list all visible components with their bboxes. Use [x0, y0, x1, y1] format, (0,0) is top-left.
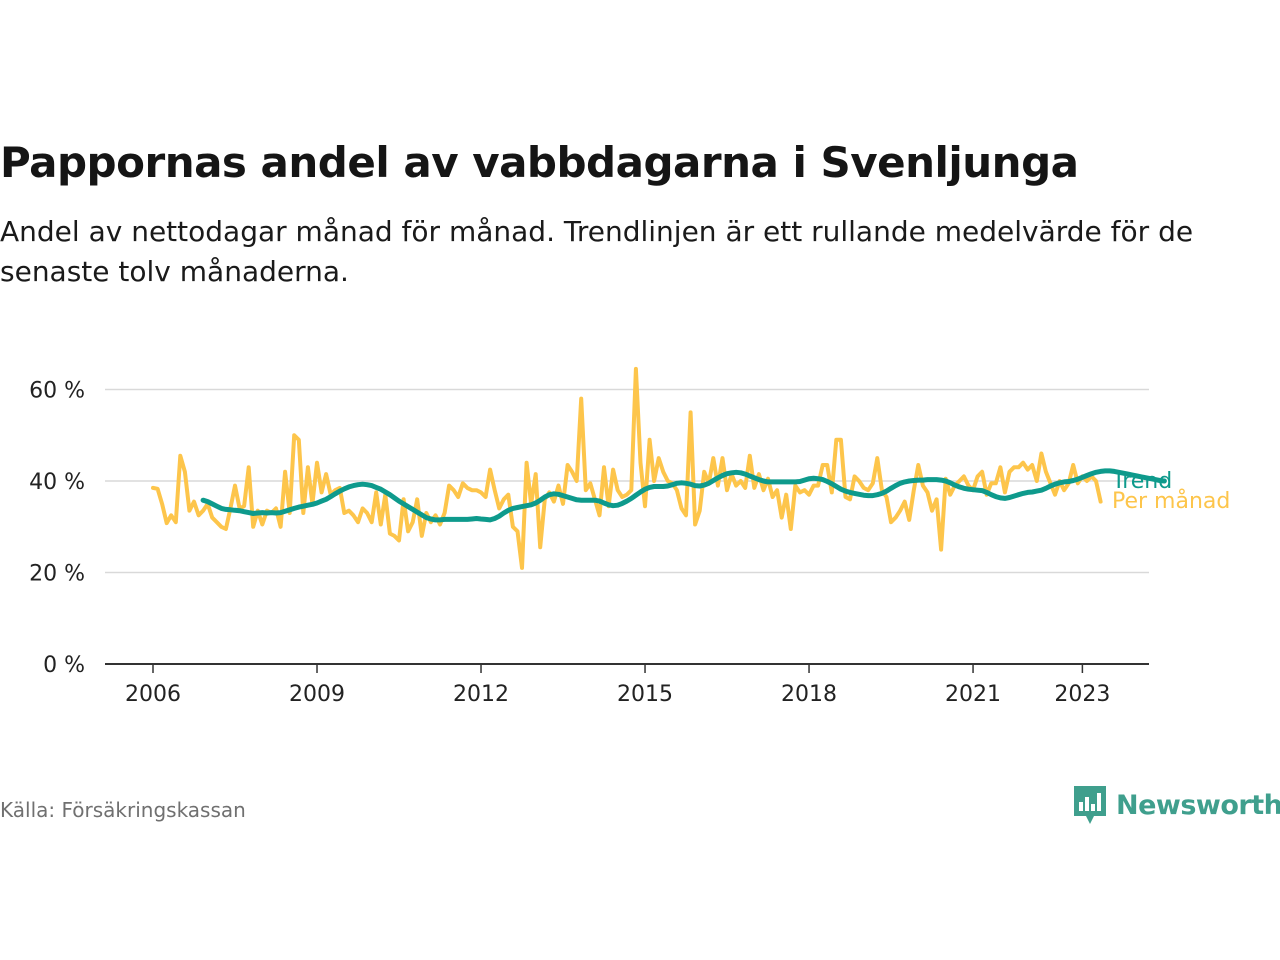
x-tick-label: 2015 [617, 682, 673, 707]
series-label-monthly: Per månad [1112, 488, 1230, 514]
source-note: Källa: Försäkringskassan [0, 798, 246, 822]
gridlines [105, 388, 1149, 665]
y-tick-label: 20 % [29, 562, 85, 587]
y-tick-label: 40 % [29, 470, 85, 495]
x-axis-tick-labels: 2006 2009 2012 2015 2018 2021 2023 [125, 664, 1110, 707]
newsworthy-logo-icon [1074, 786, 1106, 824]
series-labels: Trend Per månad [1111, 469, 1230, 514]
x-tick-label: 2023 [1054, 682, 1110, 707]
y-tick-label: 0 % [43, 653, 85, 678]
x-tick-label: 2021 [945, 682, 1001, 707]
line-chart: 0 % 20 % 40 % 60 % 2006 2009 2012 2015 2018 2021… [29, 366, 1230, 707]
series-line-per-manad [151, 366, 1103, 570]
x-tick-label: 2009 [289, 682, 345, 707]
y-axis-tick-labels: 0 % 20 % 40 % 60 % [29, 379, 85, 679]
series-line-trend [200, 468, 1167, 523]
y-tick-label: 60 % [29, 379, 85, 404]
x-tick-label: 2018 [781, 682, 837, 707]
series-lines [151, 366, 1167, 570]
brand-name: Newsworthy [1116, 789, 1280, 821]
series-label-trend: Trend [1111, 469, 1172, 494]
x-tick-label: 2012 [453, 682, 509, 707]
x-tick-label: 2006 [125, 682, 181, 707]
brand-logo: Newsworthy [1072, 784, 1280, 826]
chart-title: Pappornas andel av vabbdagarna i Svenlju… [0, 138, 1079, 187]
chart-subtitle: Andel av nettodagar månad för månad. Tre… [0, 215, 1194, 288]
